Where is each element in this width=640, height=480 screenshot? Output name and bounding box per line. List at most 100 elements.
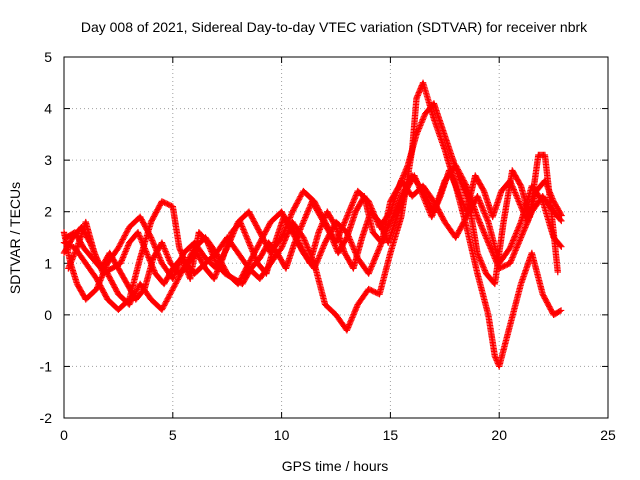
data-point [208,248,215,255]
data-point [519,207,526,214]
data-point [164,254,172,261]
data-point [255,240,263,248]
data-point [350,197,357,205]
data-point [253,223,261,231]
data-point [349,312,357,320]
data-point [171,271,178,278]
data-point [165,294,172,301]
data-point [113,286,120,294]
data-point [423,201,430,209]
data-point [109,280,116,287]
data-point [511,250,518,257]
data-point [507,179,514,186]
data-point [120,252,127,260]
data-point [110,281,117,288]
data-point [211,255,218,263]
data-point [349,242,356,249]
data-point [68,257,75,265]
data-point [429,210,437,218]
data-point [374,248,381,256]
data-point [508,240,516,247]
data-point [139,219,147,226]
data-point [518,231,526,238]
data-point [303,241,310,248]
data-point [489,249,496,256]
data-point [262,228,269,235]
data-point [486,242,493,249]
data-point [450,177,457,184]
data-point [420,114,427,122]
data-point [492,354,499,361]
data-point [557,242,564,249]
data-point [417,187,424,194]
data-point [293,234,301,241]
data-point [515,198,522,205]
data-point [65,263,73,271]
data-point [319,218,327,226]
data-point [70,253,77,260]
data-point [139,239,146,246]
x-tick-label: 10 [274,427,290,443]
y-tick-label: 4 [44,101,52,117]
data-point [321,239,329,246]
data-point [316,226,324,233]
data-point [514,196,522,204]
data-point [480,208,488,216]
data-point [516,199,523,207]
data-point [513,244,520,251]
data-point [348,202,355,209]
data-point [297,226,304,233]
data-point [348,240,355,248]
data-point [118,257,126,264]
data-point [171,283,178,290]
data-point [304,244,311,251]
data-point [291,204,298,211]
data-point [350,244,357,252]
data-point [483,235,490,242]
data-point [218,257,225,265]
data-point [365,270,372,277]
data-point [242,230,249,238]
data-point [488,248,496,255]
data-point [515,223,523,230]
y-axis-title: SDTVAR / TECUs [7,182,23,294]
data-point [506,260,514,267]
data-point [547,192,555,199]
data-point [436,209,443,216]
data-point [544,300,551,308]
data-point [297,192,305,199]
data-point [94,276,101,284]
data-point [163,249,170,257]
data-point [300,217,308,224]
data-point [349,314,356,321]
data-point [425,206,432,213]
data-point [301,215,308,223]
data-point [248,245,255,252]
data-point [414,181,422,188]
x-tick-label: 20 [491,427,507,443]
data-point [461,187,468,195]
data-point [101,290,108,298]
data-point [543,297,550,305]
data-point [399,173,407,181]
data-point [483,215,491,223]
data-point [479,226,487,233]
data-point [558,243,565,250]
data-point [461,189,469,196]
data-point [449,174,456,182]
data-point [513,193,521,201]
data-point [479,205,487,213]
data-point [247,257,254,264]
data-point [520,227,528,234]
data-point [145,254,152,261]
data-point [487,245,494,252]
data-point [429,212,436,219]
data-point [507,243,514,250]
data-point [446,168,453,176]
data-point [456,226,464,233]
data-point [547,306,554,313]
data-point [178,256,186,263]
data-point [212,272,219,280]
data-point [245,239,253,246]
data-point [291,239,298,246]
